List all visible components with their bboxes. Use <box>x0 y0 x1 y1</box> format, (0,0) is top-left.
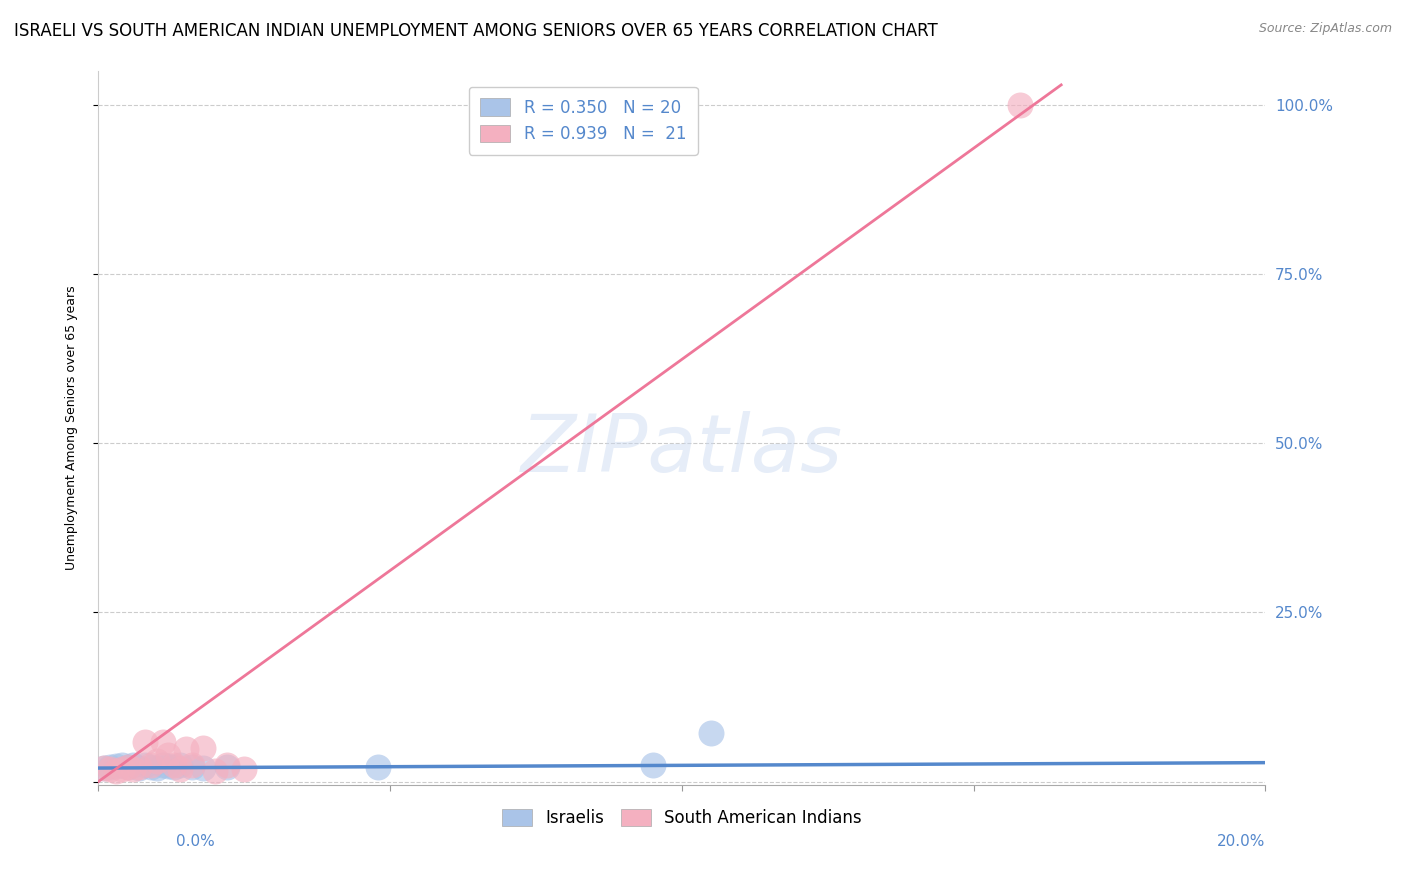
Legend: Israelis, South American Indians: Israelis, South American Indians <box>495 802 869 834</box>
Point <box>163 760 186 774</box>
Point <box>169 763 191 777</box>
Point <box>134 735 156 749</box>
Point <box>157 759 180 773</box>
Point <box>134 757 156 772</box>
Point <box>111 757 134 772</box>
Point <box>98 760 121 774</box>
Point <box>146 754 169 768</box>
Point <box>139 760 162 774</box>
Point <box>152 757 174 772</box>
Point <box>1010 98 1032 112</box>
Text: Source: ZipAtlas.com: Source: ZipAtlas.com <box>1258 22 1392 36</box>
Point <box>204 764 226 778</box>
Point <box>180 760 202 774</box>
Point <box>104 764 127 779</box>
Point <box>93 761 115 775</box>
Point <box>128 760 150 774</box>
Text: 20.0%: 20.0% <box>1218 834 1265 849</box>
Point <box>98 763 121 777</box>
Point <box>233 763 256 777</box>
Y-axis label: Unemployment Among Seniors over 65 years: Unemployment Among Seniors over 65 years <box>65 285 77 571</box>
Point <box>215 757 238 772</box>
Point <box>174 742 197 756</box>
Point <box>215 760 238 774</box>
Text: ISRAELI VS SOUTH AMERICAN INDIAN UNEMPLOYMENT AMONG SENIORS OVER 65 YEARS CORREL: ISRAELI VS SOUTH AMERICAN INDIAN UNEMPLO… <box>14 22 938 40</box>
Point <box>193 740 215 755</box>
Point <box>122 757 145 772</box>
Point <box>117 760 139 774</box>
Point <box>152 735 174 749</box>
Point <box>128 761 150 775</box>
Point <box>117 760 139 774</box>
Point <box>104 759 127 773</box>
Point <box>367 760 389 774</box>
Point <box>122 763 145 777</box>
Point <box>700 726 723 740</box>
Point <box>180 757 202 772</box>
Point <box>157 747 180 762</box>
Point <box>111 763 134 777</box>
Text: ZIPatlas: ZIPatlas <box>520 410 844 489</box>
Text: 0.0%: 0.0% <box>176 834 215 849</box>
Point <box>641 757 664 772</box>
Point <box>93 761 115 775</box>
Point <box>146 761 169 775</box>
Point <box>193 761 215 775</box>
Point <box>139 757 162 772</box>
Point <box>163 757 186 772</box>
Point <box>169 757 191 772</box>
